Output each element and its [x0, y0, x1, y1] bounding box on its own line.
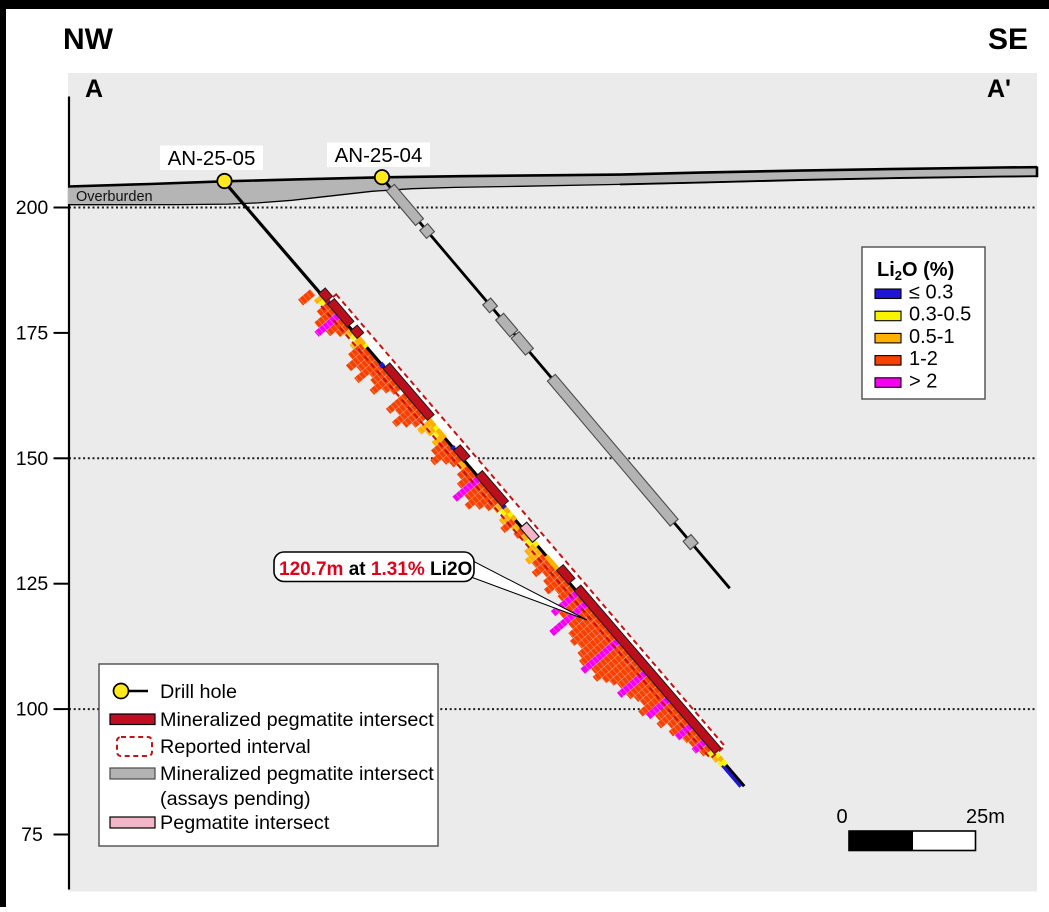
svg-text:≤ 0.3: ≤ 0.3: [909, 282, 953, 304]
svg-text:A': A': [987, 75, 1011, 103]
svg-text:Reported interval: Reported interval: [160, 736, 311, 758]
svg-text:Overburden: Overburden: [76, 189, 153, 205]
svg-text:175: 175: [16, 322, 49, 344]
svg-text:200: 200: [16, 197, 49, 219]
svg-text:AN-25-04: AN-25-04: [335, 144, 423, 167]
svg-text:Drill hole: Drill hole: [160, 681, 237, 703]
svg-text:1-2: 1-2: [909, 348, 938, 370]
svg-text:A: A: [85, 75, 103, 103]
svg-text:Li2O (%): Li2O (%): [877, 259, 954, 283]
svg-text:100: 100: [16, 699, 49, 721]
svg-text:SE: SE: [988, 23, 1028, 56]
svg-text:> 2: > 2: [909, 370, 937, 392]
svg-text:75: 75: [21, 824, 43, 846]
svg-text:NW: NW: [63, 23, 114, 56]
svg-text:25m: 25m: [966, 806, 1005, 828]
svg-text:150: 150: [16, 448, 49, 470]
svg-text:AN-25-05: AN-25-05: [168, 147, 256, 170]
svg-text:(assays pending): (assays pending): [160, 788, 311, 810]
svg-text:120.7m at 1.31% Li2O: 120.7m at 1.31% Li2O: [279, 559, 472, 580]
svg-text:Pegmatite intersect: Pegmatite intersect: [160, 812, 330, 834]
svg-text:Mineralized pegmatite intersec: Mineralized pegmatite intersect: [160, 763, 434, 785]
svg-text:0.5-1: 0.5-1: [909, 326, 955, 348]
svg-text:Mineralized pegmatite intersec: Mineralized pegmatite intersect: [160, 709, 434, 731]
svg-text:125: 125: [16, 573, 49, 595]
svg-text:0.3-0.5: 0.3-0.5: [909, 304, 971, 326]
svg-text:0: 0: [836, 806, 847, 828]
